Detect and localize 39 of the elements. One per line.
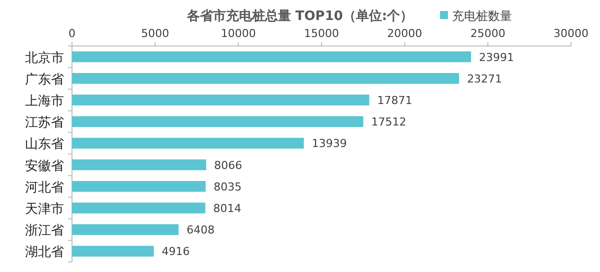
- data-label: 23271: [467, 72, 502, 86]
- chart-title: 各省市充电桩总量 TOP10（单位:个）: [186, 8, 414, 24]
- legend-label: 充电桩数量: [452, 9, 512, 23]
- data-label: 8066: [214, 158, 242, 172]
- bar: [72, 159, 206, 170]
- y-tick-label: 上海市: [25, 94, 64, 109]
- bar: [72, 116, 364, 127]
- bar: [72, 73, 460, 84]
- data-label: 13939: [312, 137, 347, 150]
- y-tick-label: 江苏省: [25, 116, 64, 131]
- y-tick-label: 河北省: [25, 180, 64, 196]
- x-tick-label: 0: [68, 27, 76, 40]
- bar: [72, 138, 304, 149]
- x-tick-label: 10000: [220, 27, 256, 40]
- x-tick-label: 15000: [304, 27, 339, 40]
- bar: [72, 246, 154, 257]
- bar: [72, 202, 206, 214]
- data-label: 17512: [371, 116, 406, 129]
- bar: [72, 181, 206, 192]
- data-label: 4916: [162, 245, 190, 258]
- bar: [72, 94, 370, 106]
- y-tick-label: 广东省: [25, 72, 64, 88]
- x-tick-label: 25000: [470, 27, 506, 40]
- bar: [72, 51, 472, 62]
- y-tick-label: 山东省: [25, 137, 64, 152]
- data-label: 23991: [479, 50, 514, 64]
- x-tick-label: 5000: [141, 27, 170, 40]
- y-tick-label: 安徽省: [25, 158, 64, 174]
- y-tick-label: 湖北省: [25, 245, 64, 260]
- bar: [72, 224, 179, 235]
- x-tick-label: 20000: [387, 27, 422, 40]
- y-tick-label: 天津市: [25, 202, 64, 217]
- y-tick-label: 浙江省: [25, 224, 64, 239]
- data-label: 17871: [377, 94, 412, 107]
- data-label: 6408: [186, 224, 215, 237]
- x-tick-label: 30000: [554, 27, 588, 40]
- data-label: 8014: [213, 202, 242, 215]
- data-label: 8035: [214, 180, 242, 194]
- y-tick-label: 北京市: [25, 50, 64, 66]
